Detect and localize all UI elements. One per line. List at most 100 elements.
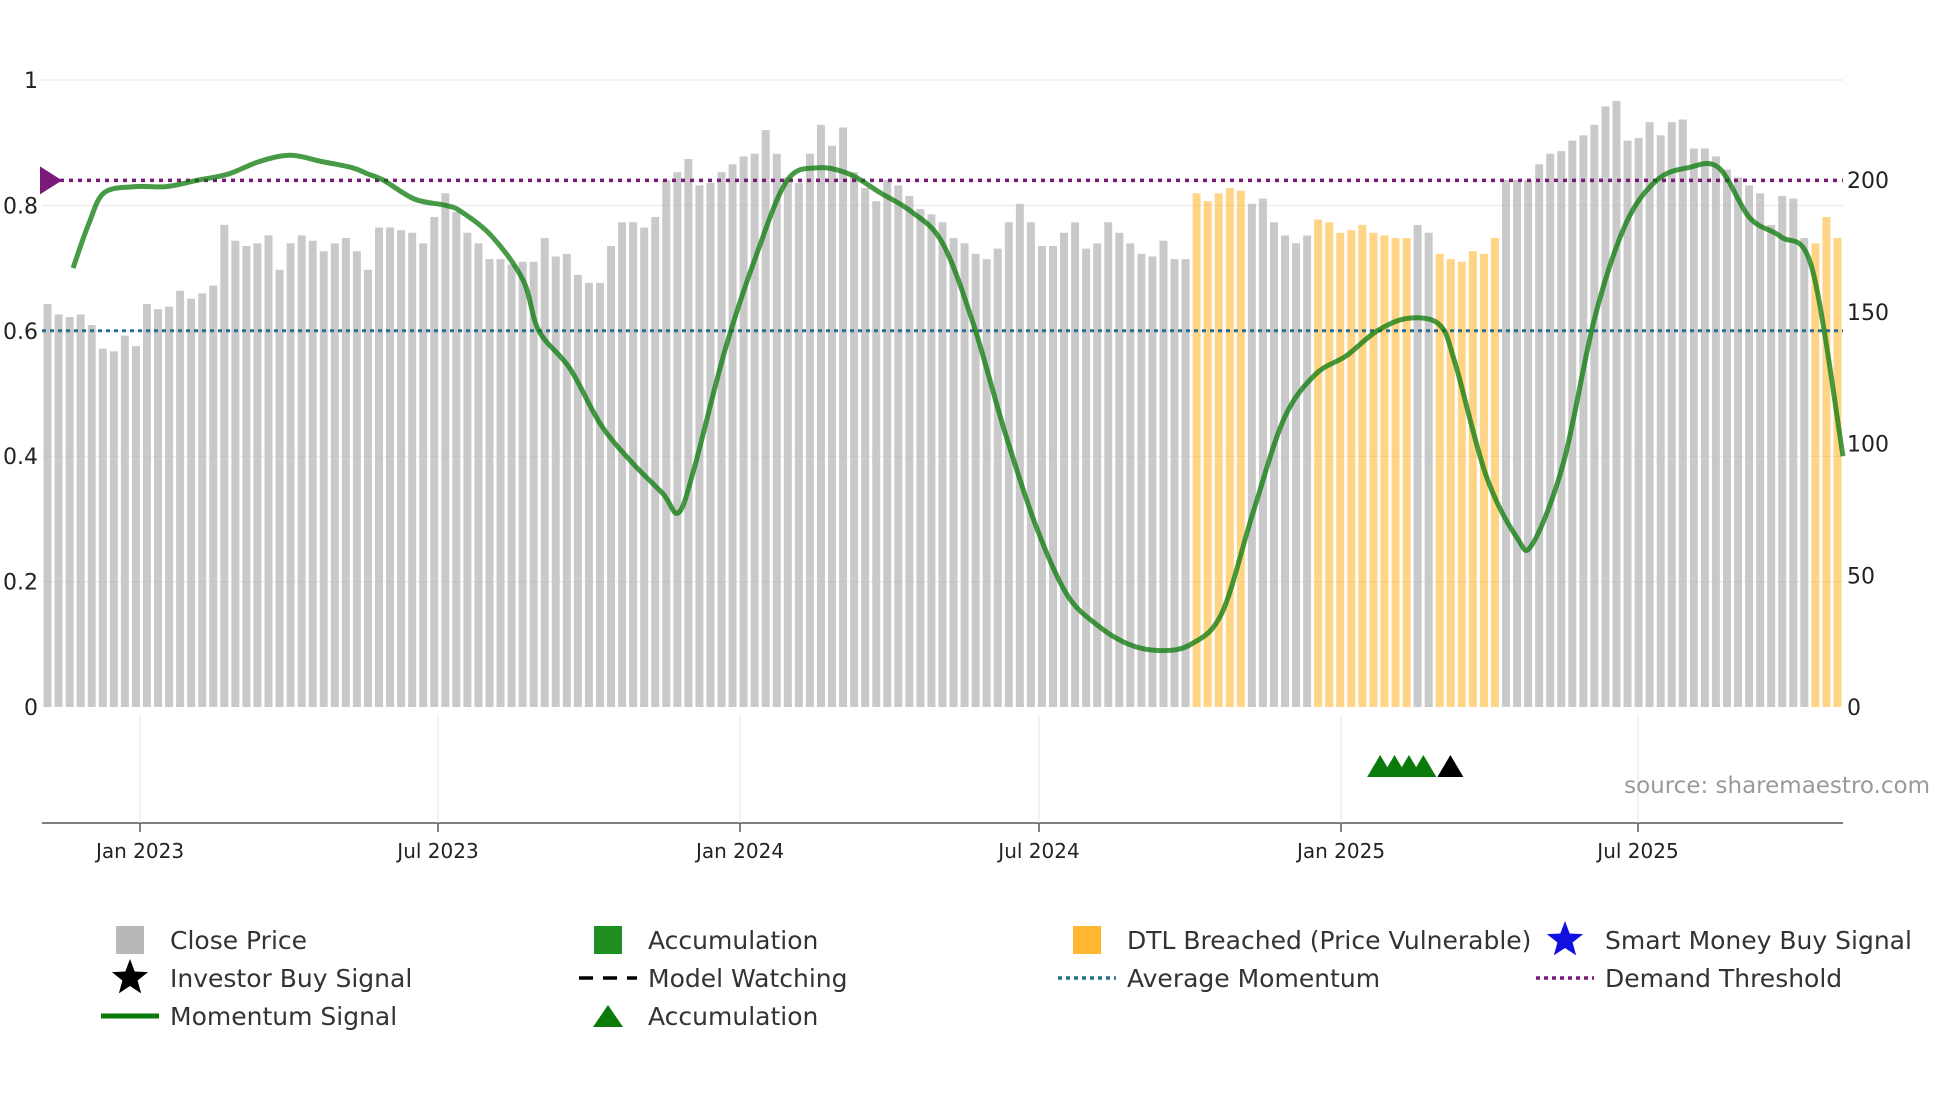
price-bar [1734,177,1743,707]
x-tick-label: Jan 2023 [94,839,184,863]
price-bar [1424,232,1433,707]
legend-label: Close Price [170,926,307,955]
price-bar [1093,243,1102,708]
legend-label: Investor Buy Signal [170,964,412,993]
left-tick-label: 0.6 [3,320,38,345]
price-bar [1380,235,1389,707]
legend-swatch-close-price [116,926,144,954]
price-bar [1214,193,1223,708]
price-bar [706,182,715,707]
legend-label: Accumulation [648,926,818,955]
demand-threshold-marker [40,166,62,195]
price-bar [1104,222,1113,707]
right-tick-label: 100 [1847,433,1889,458]
price-bar [1325,222,1334,707]
price-bar [54,314,63,707]
price-bar [1236,190,1245,707]
price-bar [496,259,505,707]
price-bar [1082,248,1091,707]
price-bar [474,243,483,708]
x-tick-label: Jul 2024 [996,839,1079,863]
price-bar [750,153,759,707]
price-bar [1060,232,1069,707]
price-bar [253,243,262,708]
price-bar [540,238,549,707]
legend-swatch-dtl-breached [1073,926,1101,954]
price-bar [1159,240,1168,708]
price-bar [1192,193,1201,708]
price-bar [518,261,527,707]
left-tick-label: 0.4 [3,445,38,470]
price-bar [1402,238,1411,707]
price-bar [839,127,848,707]
legend-label: Average Momentum [1127,964,1380,993]
price-bar [794,182,803,707]
price-bar [1314,219,1323,708]
price-bar [905,195,914,708]
price-bar [828,145,836,708]
price-bar [154,309,162,707]
price-bar [1468,251,1477,707]
price-bar [761,130,770,707]
price-bar [640,227,649,707]
price-bar [927,214,936,707]
price-bar [1413,224,1422,707]
price-bar [297,235,306,707]
legend-label: Accumulation [648,1002,818,1031]
price-bar [87,325,96,707]
signal-markers [1367,755,1464,777]
price-bar [419,243,428,708]
price-bar [341,238,350,707]
price-bar [562,253,571,707]
price-bar [850,172,859,708]
legend-label: Model Watching [648,964,848,993]
price-bar [1015,203,1024,707]
legend-star-icon-smart-money [1546,921,1584,956]
price-bar [1336,232,1345,707]
price-bar [330,243,339,708]
price-bar [1546,153,1555,707]
price-bar [1612,101,1621,708]
price-bar [1524,180,1533,707]
price-bar [76,314,85,707]
source-label: source: sharemaestro.com [1624,773,1930,799]
price-bar [220,224,229,707]
price-bar [1689,148,1698,708]
price-bar [507,264,516,707]
legend-triangle-icon-accumulation [593,1005,623,1027]
right-tick-label: 0 [1847,696,1861,721]
price-bar [1369,232,1378,707]
price-bar [673,172,682,708]
price-bar [949,238,958,707]
price-bar [1711,156,1720,707]
price-bar [1269,222,1278,707]
price-bar [1391,238,1400,707]
right-tick-label: 150 [1847,301,1889,326]
right-tick-label: 50 [1847,564,1875,589]
price-bar [209,285,218,707]
price-bar [1479,253,1488,707]
price-bar [916,209,925,707]
price-bar [1700,148,1709,708]
legend-swatch-accumulation [594,926,622,954]
price-bar [363,269,372,707]
price-bar [165,306,174,707]
price-bar [98,348,107,707]
price-bar [1126,243,1135,708]
price-bar [275,269,284,707]
legend-label: Demand Threshold [1605,964,1842,993]
price-bar [1225,188,1234,708]
price-bar [938,222,947,707]
price-bar [607,245,616,707]
price-bar [1745,185,1754,707]
legend-label: DTL Breached (Price Vulnerable) [1127,926,1531,955]
price-bar [618,222,627,707]
price-bar [441,193,450,708]
price-bar [286,243,295,708]
price-bar [872,201,881,707]
price-bar [452,211,461,707]
price-bar [971,253,980,707]
investor-signal-marker [1437,755,1464,777]
price-bar [1833,238,1842,707]
